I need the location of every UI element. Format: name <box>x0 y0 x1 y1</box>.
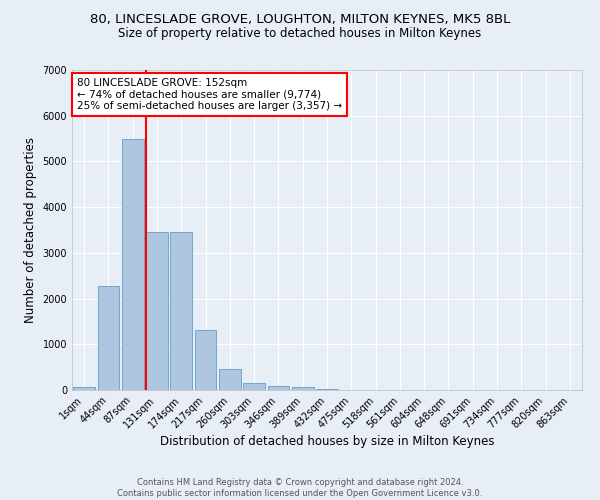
Bar <box>268 386 289 390</box>
Bar <box>292 388 314 390</box>
Text: 80 LINCESLADE GROVE: 152sqm
← 74% of detached houses are smaller (9,774)
25% of : 80 LINCESLADE GROVE: 152sqm ← 74% of det… <box>77 78 342 111</box>
Bar <box>243 383 265 390</box>
Bar <box>194 330 217 390</box>
Bar <box>219 368 241 390</box>
Bar <box>170 232 192 390</box>
Bar <box>122 140 143 390</box>
Text: 80, LINCESLADE GROVE, LOUGHTON, MILTON KEYNES, MK5 8BL: 80, LINCESLADE GROVE, LOUGHTON, MILTON K… <box>90 12 510 26</box>
Bar <box>97 286 119 390</box>
Bar <box>316 388 338 390</box>
Bar <box>73 386 95 390</box>
Text: Contains HM Land Registry data © Crown copyright and database right 2024.
Contai: Contains HM Land Registry data © Crown c… <box>118 478 482 498</box>
Bar <box>146 232 168 390</box>
X-axis label: Distribution of detached houses by size in Milton Keynes: Distribution of detached houses by size … <box>160 436 494 448</box>
Y-axis label: Number of detached properties: Number of detached properties <box>24 137 37 323</box>
Text: Size of property relative to detached houses in Milton Keynes: Size of property relative to detached ho… <box>118 28 482 40</box>
